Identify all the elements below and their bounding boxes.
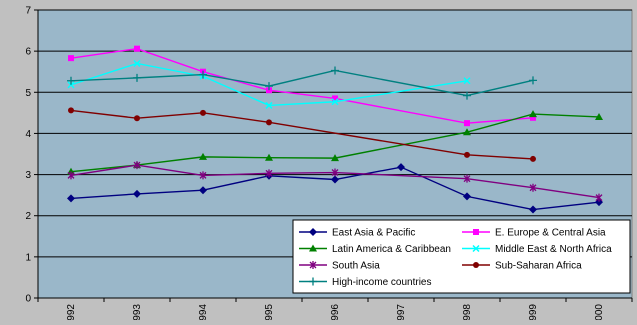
point [463,77,471,85]
series-line [70,113,600,173]
series-layer [67,45,603,214]
legend-label: South Asia [332,261,380,272]
series [67,161,603,202]
series-line [70,109,534,160]
point [464,120,470,127]
point [463,174,471,183]
point [68,55,74,62]
point [397,163,405,172]
point [529,110,537,118]
point [133,59,141,68]
series-line [70,164,600,199]
point [266,119,272,126]
point [199,152,207,160]
legend-label: E. Europe & Central Asia [495,228,606,239]
legend-item: East Asia & Pacific [299,228,415,239]
point [331,168,339,177]
point [530,114,536,121]
y-tick-label: 7 [25,6,31,17]
legend: East Asia & Pacific E. Europe & Central A… [292,219,631,294]
y-tick-label: 0 [25,294,31,305]
point [309,277,317,286]
point [265,101,273,109]
x-tick-label: 994 [198,304,209,320]
legend-item: E. Europe & Central Asia [462,228,606,239]
legend-item: Middle East & North Africa [462,244,612,255]
y-tick-label: 1 [25,252,31,263]
legend-label: High-income countries [332,277,432,288]
legend-label: Latin America & Caribbean [332,244,451,255]
point [199,70,207,79]
point [199,171,207,180]
x-tick-label: 992 [66,304,77,320]
x-tick-label: 999 [528,304,539,320]
point [331,154,339,162]
point [133,161,141,170]
point [266,87,272,94]
series [68,45,536,127]
series [67,59,471,109]
point [134,115,140,122]
x-tick-label: 993 [132,304,143,320]
point [529,183,537,192]
point [595,112,603,120]
point [473,262,479,268]
y-tick-label: 2 [25,211,31,222]
point [67,171,75,180]
point [595,193,603,202]
point [265,82,273,91]
point [67,81,75,89]
legend-item: High-income countries [299,277,432,288]
point [67,76,75,85]
point [331,175,339,184]
x-tick-label: 996 [330,304,341,320]
point [134,45,140,52]
y-tick-label: 5 [25,88,31,99]
legend-label: Middle East & North Africa [495,244,612,255]
legend-item: South Asia [299,261,380,272]
point [309,228,317,236]
point [199,186,207,195]
x-tick-label: 995 [264,304,275,320]
legend-item: Sub-Saharan Africa [462,261,582,272]
y-tick-label: 6 [25,47,31,58]
point [67,194,75,203]
point [332,95,338,102]
point [133,73,141,82]
legend-box [292,219,631,294]
point [133,189,141,198]
point [463,192,471,201]
point [265,153,273,161]
point [472,244,480,253]
x-tick-label: 997 [396,304,407,320]
point [463,91,471,100]
legend-label: East Asia & Pacific [332,228,415,239]
series [68,107,536,162]
point [265,169,273,178]
y-tick-label: 3 [25,170,31,181]
series-line [70,62,468,107]
point [331,98,339,106]
point [68,107,74,114]
point [529,205,537,214]
axes: 0 1 2 3 4 5 6 7 992 993 994 995 996 997 998 999 000 [25,6,633,321]
point [331,66,339,75]
legend-label: Sub-Saharan Africa [495,261,582,272]
legend-item: Latin America & Caribbean [299,244,451,255]
point [309,261,317,269]
point [309,244,317,252]
y-tick-label: 4 [25,129,31,140]
point [463,128,471,136]
x-tick-label: 998 [462,304,473,320]
series [67,66,537,100]
point [464,151,470,158]
point [473,229,479,235]
point [529,76,537,85]
point [200,109,206,116]
point [530,155,536,162]
x-tick-label: 000 [594,304,605,320]
